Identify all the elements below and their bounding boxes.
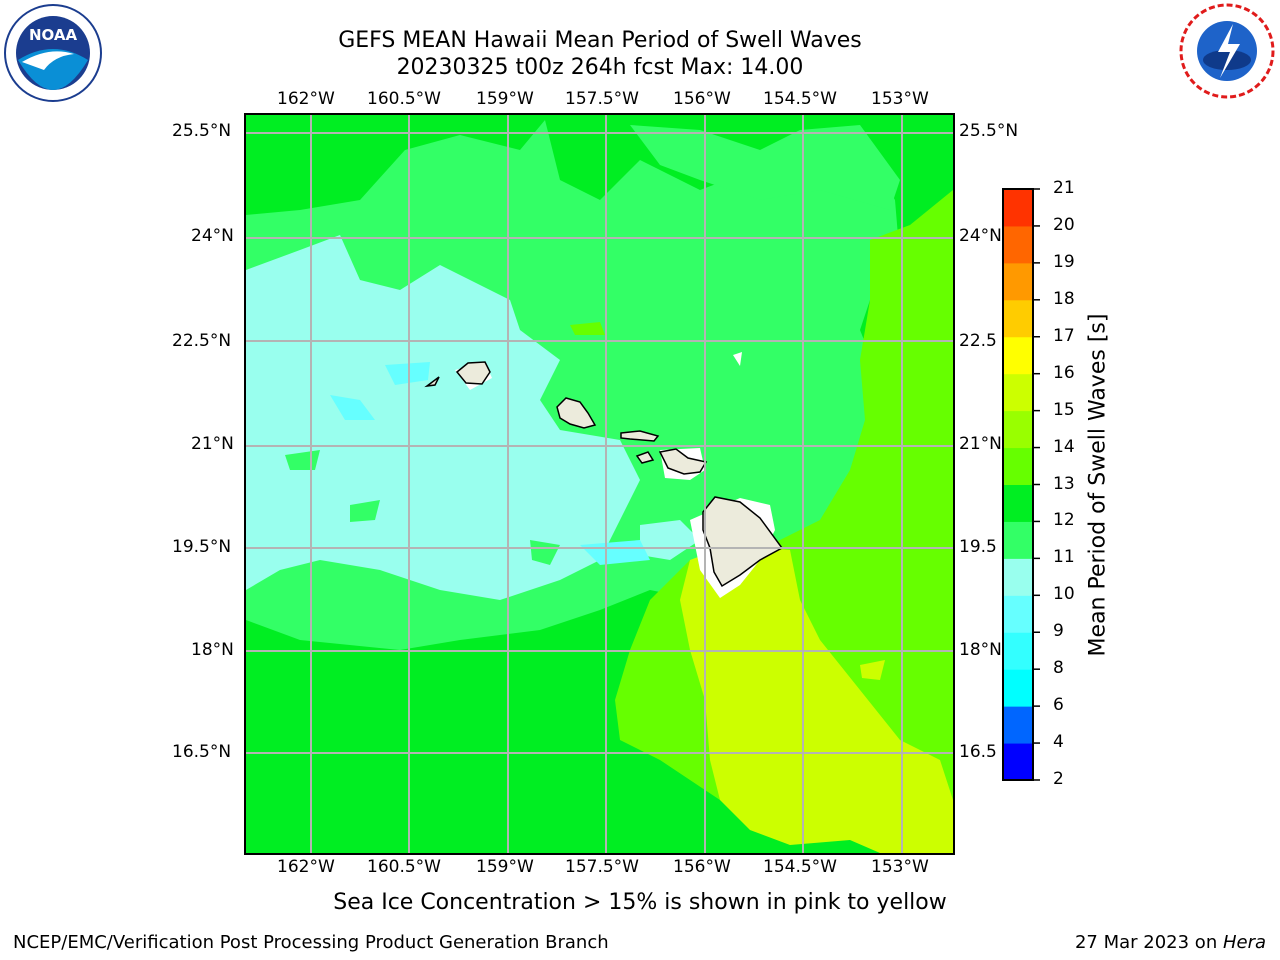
lat-label-left: 25.5°N: [172, 121, 232, 141]
colorbar-segment: [1003, 189, 1033, 227]
colorbar-segment: [1003, 521, 1033, 559]
colorbar-segment: [1003, 558, 1033, 596]
island-kauai: [455, 361, 491, 385]
colorbar-segment: [1003, 262, 1033, 301]
noaa-logo: NOAA: [4, 4, 102, 102]
colorbar-level-label: 18: [1053, 288, 1075, 309]
colorbar-level-label: 20: [1053, 214, 1075, 235]
colorbar-level-label: 8: [1053, 658, 1064, 679]
nws-logo: [1179, 3, 1275, 99]
colorbar-segment: [1003, 225, 1033, 264]
map-grid: [246, 115, 953, 853]
map-title: GEFS MEAN Hawaii Mean Period of Swell Wa…: [338, 28, 862, 53]
lon-label-top: 162°W: [277, 89, 335, 109]
map-caption: Sea Ice Concentration > 15% is shown in …: [333, 890, 947, 915]
colorbar-level-label: 16: [1053, 362, 1075, 383]
colorbar-level-label: 14: [1053, 436, 1075, 457]
colorbar-segment: [1003, 632, 1033, 670]
lat-label-right: 24°N: [959, 226, 1002, 246]
lon-label-top: 153°W: [871, 89, 929, 109]
colorbar: [1003, 189, 1033, 781]
lat-label-right: 21°N: [959, 434, 1002, 454]
lat-label-left: 19.5°N: [172, 537, 232, 557]
lon-label-bottom: 159°W: [476, 857, 534, 877]
colorbar-level-label: 11: [1053, 547, 1075, 568]
lat-label-left: 16.5°N: [172, 742, 232, 762]
lon-label-bottom: 157.5°W: [565, 857, 639, 877]
island-oahu: [556, 397, 597, 429]
colorbar-segment: [1003, 336, 1033, 375]
lon-label-bottom: 160.5°W: [367, 857, 441, 877]
island-niihau: [424, 376, 440, 388]
map-frame: [244, 113, 955, 855]
colorbar-level-label: 19: [1053, 251, 1075, 272]
lat-label-right: 16.5: [959, 742, 997, 762]
colorbar-segment: [1003, 373, 1033, 412]
lat-label-right: 22.5: [959, 331, 997, 351]
colorbar-segment: [1003, 484, 1033, 522]
lon-label-bottom: 156°W: [673, 857, 731, 877]
lat-label-left: 24°N: [191, 226, 234, 246]
contour-13-14: [680, 545, 953, 853]
swell-period-field: [246, 115, 953, 853]
colorbar-level-label: 12: [1053, 510, 1075, 531]
colorbar-level-label: 17: [1053, 325, 1075, 346]
lon-label-bottom: 154.5°W: [763, 857, 837, 877]
lon-label-top: 157.5°W: [565, 89, 639, 109]
map-subtitle: 20230325 t00z 264h fcst Max: 14.00: [396, 55, 804, 80]
lon-label-bottom: 153°W: [871, 857, 929, 877]
svg-text:NOAA: NOAA: [29, 26, 78, 44]
footer-credit: NCEP/EMC/Verification Post Processing Pr…: [13, 932, 609, 953]
colorbar-segment: [1003, 447, 1033, 485]
footer-date-text: 27 Mar 2023 on: [1074, 932, 1223, 953]
colorbar-segment: [1003, 299, 1033, 338]
contour-9-10: [246, 235, 640, 600]
colorbar-level-label: 15: [1053, 399, 1075, 420]
island-maui: [658, 448, 708, 475]
island-hawaii: [702, 496, 784, 588]
lat-label-right: 25.5°N: [959, 121, 1019, 141]
contour-12-13: [615, 190, 953, 853]
colorbar-level-label: 6: [1053, 695, 1064, 716]
lon-label-bottom: 162°W: [277, 857, 335, 877]
lat-label-left: 22.5°N: [172, 331, 232, 351]
lon-label-top: 154.5°W: [763, 89, 837, 109]
island-molokai: [620, 430, 660, 442]
colorbar-segment: [1003, 706, 1033, 744]
colorbar-level-label: 2: [1053, 769, 1064, 789]
lat-label-right: 19.5: [959, 537, 997, 557]
lat-label-right: 18°N: [959, 640, 1002, 660]
footer-host: Hera: [1222, 932, 1266, 953]
footer-date: 27 Mar 2023 on Hera: [1075, 932, 1266, 953]
colorbar-level-label: 21: [1053, 178, 1075, 198]
lon-label-top: 156°W: [673, 89, 731, 109]
colorbar-ticks: [1033, 188, 1040, 781]
colorbar-level-label: 9: [1053, 621, 1064, 642]
colorbar-level-label: 13: [1053, 473, 1075, 494]
colorbar-segment: [1003, 410, 1033, 449]
colorbar-segment: [1003, 595, 1033, 633]
island-lanai: [635, 451, 655, 464]
hawaiian-islands: [424, 361, 784, 588]
lat-label-left: 18°N: [191, 640, 234, 660]
colorbar-segment: [1003, 669, 1033, 707]
colorbar-title: Mean Period of Swell Waves [s]: [1085, 313, 1111, 657]
colorbar-segment: [1003, 743, 1033, 781]
lon-label-top: 160.5°W: [367, 89, 441, 109]
colorbar-level-label: 10: [1053, 584, 1075, 605]
colorbar-level-label: 4: [1053, 732, 1064, 753]
lon-label-top: 159°W: [476, 89, 534, 109]
lat-label-left: 21°N: [191, 434, 234, 454]
